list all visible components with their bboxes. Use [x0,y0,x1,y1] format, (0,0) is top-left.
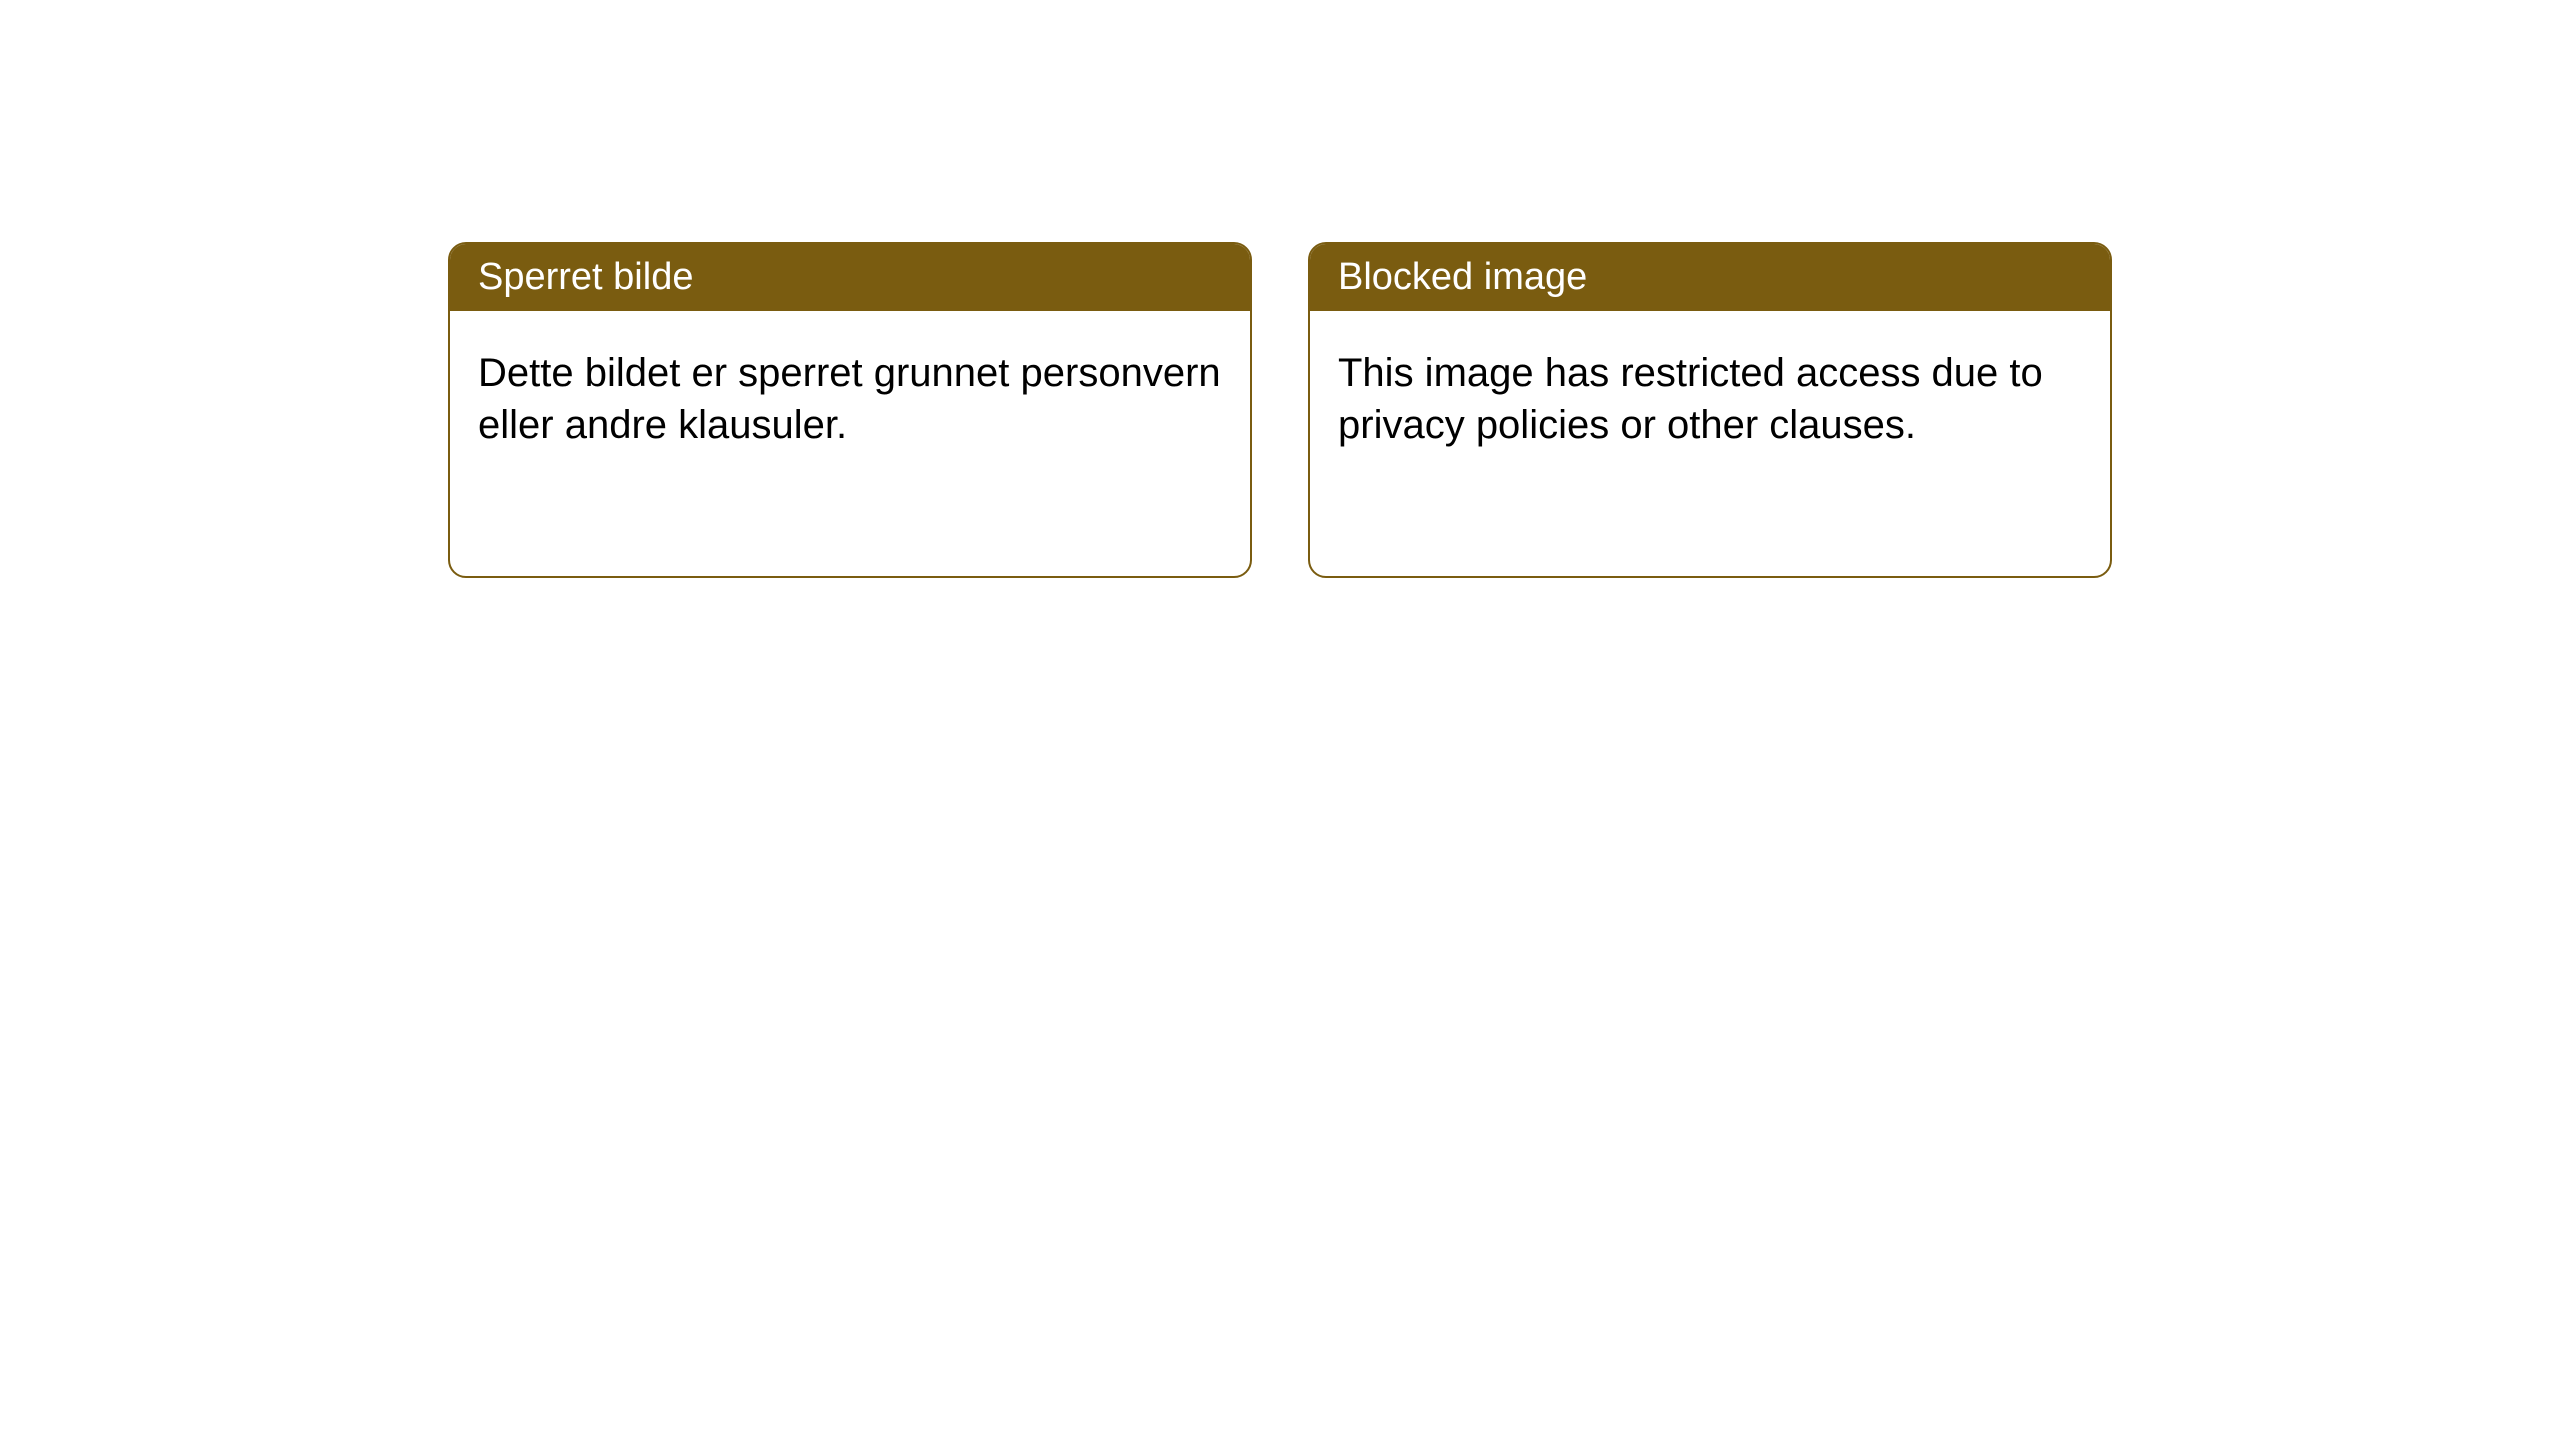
notice-title: Sperret bilde [478,256,693,298]
notice-header: Sperret bilde [450,244,1250,311]
notice-body: Dette bildet er sperret grunnet personve… [450,311,1250,487]
notice-container: Sperret bilde Dette bildet er sperret gr… [448,242,2112,578]
notice-title: Blocked image [1338,256,1587,298]
notice-header: Blocked image [1310,244,2110,311]
notice-message: Dette bildet er sperret grunnet personve… [478,351,1221,447]
notice-card-norwegian: Sperret bilde Dette bildet er sperret gr… [448,242,1252,578]
notice-card-english: Blocked image This image has restricted … [1308,242,2112,578]
notice-message: This image has restricted access due to … [1338,351,2043,447]
notice-body: This image has restricted access due to … [1310,311,2110,487]
